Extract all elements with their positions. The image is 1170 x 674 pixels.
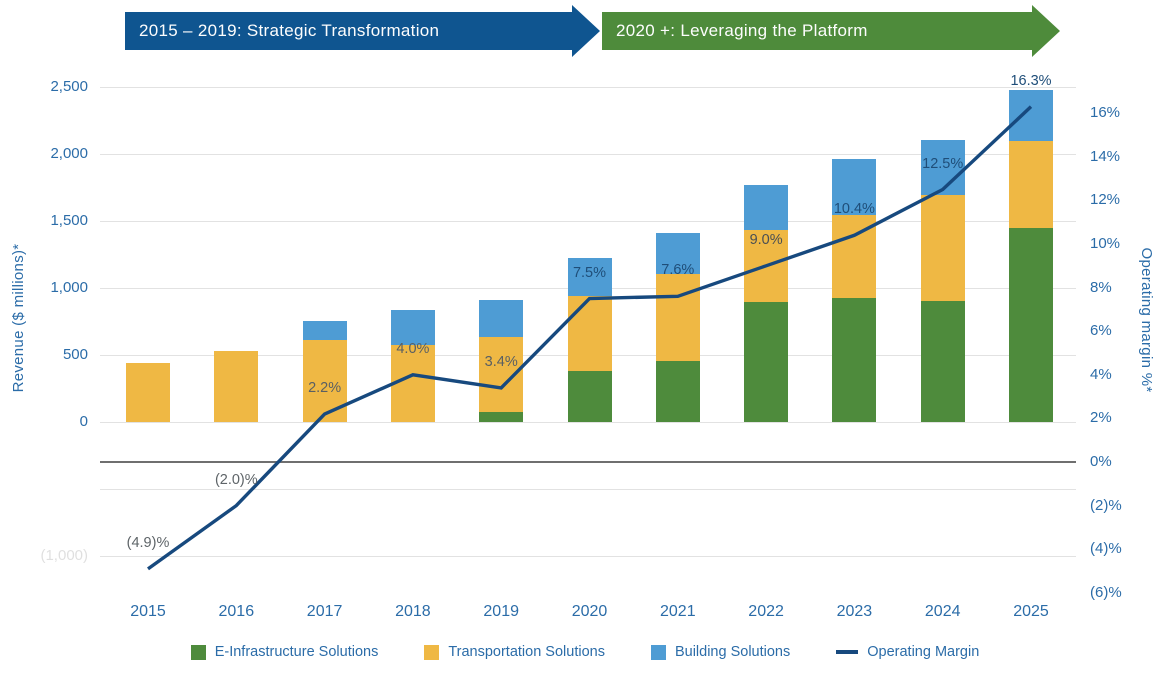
right-axis-tick: (6)%	[1090, 583, 1122, 601]
bar-segment-e-infrastructure-2021	[655, 361, 700, 422]
x-axis-label-2020: 2020	[571, 603, 608, 620]
bar-segment-transportation-2021	[655, 273, 700, 362]
chart-legend: E-Infrastructure Solutions Transportation…	[0, 644, 1170, 660]
bar-segment-building-2025	[1009, 89, 1053, 141]
margin-label-2017: 2.2%	[308, 380, 342, 397]
x-axis-label-2021: 2021	[660, 603, 696, 620]
era-arrow-strategic-transformation: 2015 – 2019: Strategic Transformation	[125, 5, 600, 57]
left-axis-tick: 500	[62, 346, 88, 363]
x-axis-label-2024: 2024	[924, 603, 961, 620]
right-axis-tick: 16%	[1090, 104, 1121, 122]
legend-item-building-solutions: Building Solutions	[650, 644, 791, 660]
margin-label-2022: 9.0%	[749, 231, 783, 248]
legend-color-swatch	[190, 644, 206, 660]
bar-segment-building-2022	[744, 185, 789, 230]
margin-label-2025: 16.3%	[1010, 72, 1052, 89]
margin-label-2016: (2.0)%	[214, 471, 258, 488]
gridline--1000	[100, 556, 1076, 557]
bar-segment-transportation-2019	[479, 336, 524, 412]
legend-color-swatch	[650, 644, 666, 660]
legend-label: E-Infrastructure Solutions	[214, 644, 379, 660]
margin-label-2018: 4.0%	[396, 340, 430, 357]
margin-label-2015: (4.9)%	[126, 534, 170, 551]
era-arrow-leveraging-platform: 2020 +: Leveraging the Platform	[602, 5, 1060, 57]
x-axis-label-2017: 2017	[306, 603, 343, 620]
bar-segment-transportation-2025	[1009, 140, 1053, 228]
bar-segment-e-infrastructure-2022	[744, 302, 789, 422]
right-axis-tick: 2%	[1090, 409, 1112, 427]
bar-segment-e-infrastructure-2019	[479, 411, 524, 422]
bar-segment-e-infrastructure-2024	[920, 300, 965, 422]
left-axis-tick: 0	[79, 413, 88, 430]
bar-segment-building-2019	[479, 300, 524, 337]
x-axis-label-2025: 2025	[1013, 603, 1049, 620]
left-axis-tick: 1,500	[50, 212, 88, 229]
x-axis-label-2016: 2016	[218, 603, 255, 620]
bar-segment-e-infrastructure-2020	[567, 371, 612, 422]
bar-segment-transportation-2020	[567, 296, 612, 372]
left-axis-tick: 1,000	[50, 279, 88, 296]
legend-label: Transportation Solutions	[448, 644, 605, 660]
era-arrow-label: 2015 – 2019: Strategic Transformation	[139, 21, 440, 40]
right-axis-tick: 4%	[1090, 365, 1112, 383]
right-axis-tick: 10%	[1090, 235, 1121, 252]
margin-label-2023: 10.4%	[833, 201, 875, 218]
x-axis-label-2018: 2018	[395, 603, 431, 620]
right-axis-tick: 6%	[1090, 322, 1112, 340]
margin-label-2019: 3.4%	[484, 353, 518, 370]
bar-segment-e-infrastructure-2023	[832, 298, 877, 422]
bar-segment-e-infrastructure-2025	[1009, 227, 1053, 422]
x-axis-label-2022: 2022	[748, 603, 784, 620]
bar-segment-building-2018	[390, 310, 435, 345]
legend-line-swatch	[836, 650, 859, 654]
x-axis-label-2015: 2015	[130, 603, 166, 620]
bar-segment-transportation-2015	[126, 363, 170, 422]
left-axis-title: Revenue ($ millions)*	[10, 243, 27, 393]
gridline-2500	[100, 87, 1076, 88]
legend-label: Building Solutions	[674, 644, 791, 660]
x-axis-label-2019: 2019	[483, 603, 519, 620]
margin-label-2021: 7.6%	[661, 262, 695, 279]
bar-segment-transportation-2023	[832, 214, 877, 299]
left-axis-tick: 2,500	[50, 78, 88, 95]
left-axis-tick: 2,000	[50, 145, 88, 162]
margin-label-2024: 12.5%	[922, 155, 964, 172]
legend-item-e-infrastructure-solutions: E-Infrastructure Solutions	[190, 644, 379, 660]
legend-item-transportation-solutions: Transportation Solutions	[424, 644, 605, 660]
bar-segment-building-2017	[302, 320, 347, 341]
right-axis-tick: 14%	[1090, 147, 1121, 165]
right-axis-tick: 8%	[1090, 278, 1112, 296]
zero-percent-line	[100, 461, 1076, 463]
legend-label: Operating Margin	[867, 644, 980, 660]
gridline-0	[100, 422, 1076, 423]
right-axis-tick: (4)%	[1090, 540, 1122, 558]
right-axis-tick: (2)%	[1090, 496, 1122, 514]
right-axis-tick: 12%	[1090, 191, 1121, 209]
gridline--500	[100, 489, 1076, 490]
right-axis-title: Operating margin %*	[1138, 247, 1155, 393]
x-axis-label-2023: 2023	[836, 603, 873, 620]
left-axis-tick-faded: (1,000)	[40, 547, 88, 564]
legend-color-swatch	[424, 644, 440, 660]
bar-segment-transportation-2016	[214, 350, 259, 422]
era-arrow-label: 2020 +: Leveraging the Platform	[616, 21, 868, 40]
right-axis-tick: 0%	[1090, 453, 1112, 470]
legend-item-operating-margin: Operating Margin	[836, 644, 979, 660]
margin-label-2020: 7.5%	[572, 264, 607, 281]
bar-segment-transportation-2024	[920, 194, 965, 301]
